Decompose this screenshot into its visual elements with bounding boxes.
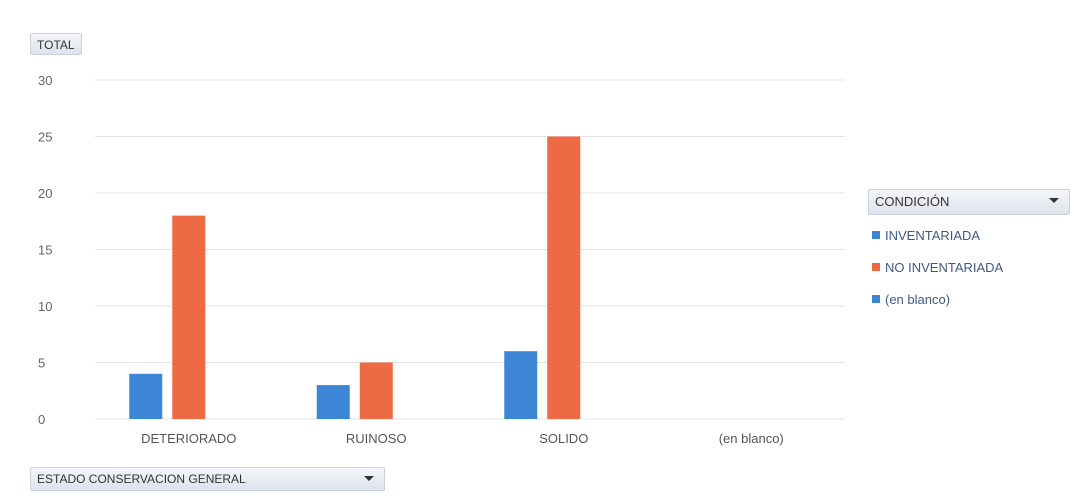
legend-field-label: CONDICIÓN (875, 194, 950, 209)
gridlines (95, 79, 845, 420)
legend-swatch (872, 231, 880, 239)
y-axis-ticks: 0 5 10 15 20 25 30 (38, 73, 52, 427)
value-field-label: TOTAL (37, 38, 75, 52)
axis-field-button[interactable]: ESTADO CONSERVACION GENERAL (30, 467, 385, 491)
bar[interactable] (316, 385, 350, 419)
x-category-label: DETERIORADO (141, 431, 236, 446)
y-tick-label: 15 (38, 243, 52, 258)
bar[interactable] (129, 373, 163, 419)
chevron-down-icon[interactable] (364, 476, 374, 481)
value-field-button[interactable]: TOTAL (30, 33, 82, 55)
legend-swatch (872, 295, 880, 303)
legend-field-button[interactable]: CONDICIÓN (868, 189, 1070, 215)
legend-item-en-blanco: (en blanco) (872, 292, 950, 307)
y-tick-label: 30 (38, 73, 52, 88)
bars (129, 136, 581, 420)
y-tick-label: 0 (38, 412, 45, 427)
bar[interactable] (504, 351, 538, 419)
y-tick-label: 10 (38, 299, 52, 314)
y-tick-label: 5 (38, 356, 45, 371)
axis-field-label: ESTADO CONSERVACION GENERAL (37, 472, 246, 486)
legend-item-inventariada: INVENTARIADA (872, 228, 980, 243)
x-category-label: RUINOSO (346, 431, 407, 446)
legend-swatch (872, 263, 880, 271)
bar[interactable] (547, 136, 581, 420)
legend-item-no-inventariada: NO INVENTARIADA (872, 260, 1003, 275)
y-tick-label: 20 (38, 186, 52, 201)
x-category-label: (en blanco) (719, 431, 784, 446)
bar[interactable] (359, 362, 393, 420)
x-axis-categories: DETERIORADO RUINOSO SOLIDO (en blanco) (141, 431, 784, 446)
y-tick-label: 25 (38, 130, 52, 145)
bar[interactable] (172, 215, 206, 419)
legend-label: INVENTARIADA (885, 228, 981, 243)
chevron-down-icon[interactable] (1049, 198, 1059, 203)
legend-label: (en blanco) (885, 292, 951, 307)
legend-label: NO INVENTARIADA (885, 260, 1004, 275)
x-category-label: SOLIDO (539, 431, 588, 446)
